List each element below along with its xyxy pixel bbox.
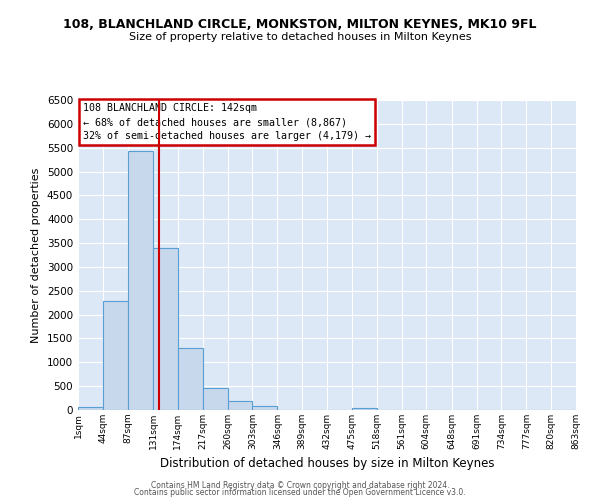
Bar [227, 402, 253, 410]
Text: Contains public sector information licensed under the Open Government Licence v3: Contains public sector information licen… [134, 488, 466, 497]
Y-axis label: Number of detached properties: Number of detached properties [31, 168, 41, 342]
Text: 108, BLANCHLAND CIRCLE, MONKSTON, MILTON KEYNES, MK10 9FL: 108, BLANCHLAND CIRCLE, MONKSTON, MILTON… [63, 18, 537, 30]
Text: 108 BLANCHLAND CIRCLE: 142sqm
← 68% of detached houses are smaller (8,867)
32% o: 108 BLANCHLAND CIRCLE: 142sqm ← 68% of d… [83, 103, 371, 141]
Text: Contains HM Land Registry data © Crown copyright and database right 2024.: Contains HM Land Registry data © Crown c… [151, 480, 449, 490]
X-axis label: Distribution of detached houses by size in Milton Keynes: Distribution of detached houses by size … [160, 458, 494, 470]
Bar [78, 407, 103, 410]
Bar [128, 151, 153, 410]
Bar [253, 406, 277, 410]
Bar [103, 302, 128, 410]
Bar [203, 388, 227, 410]
Bar [178, 348, 203, 410]
Bar [352, 408, 377, 410]
Text: Size of property relative to detached houses in Milton Keynes: Size of property relative to detached ho… [129, 32, 471, 42]
Bar [153, 248, 178, 410]
